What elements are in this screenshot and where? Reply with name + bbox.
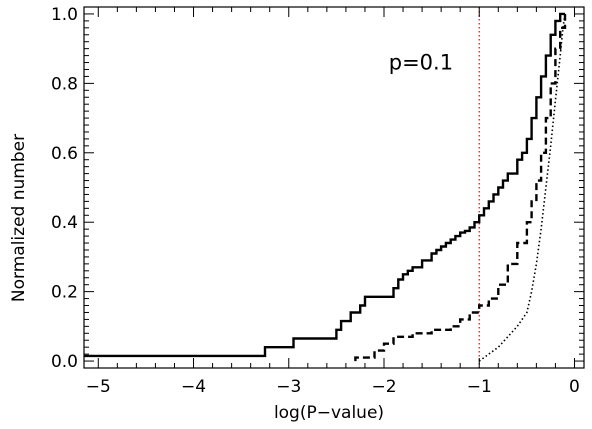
plot-frame — [83, 6, 585, 369]
x-axis-label: log(P−value) — [274, 403, 384, 423]
x-tick-label: −2 — [371, 377, 396, 397]
y-tick-label: 1.0 — [51, 5, 78, 25]
series-line-dashed — [354, 13, 567, 362]
series-line-solid — [84, 12, 565, 358]
y-tick-label: 0.6 — [51, 144, 78, 164]
y-axis-label: Normalized number — [9, 134, 29, 302]
y-tick-label: 0.4 — [51, 213, 78, 233]
x-tick-label: −4 — [181, 377, 206, 397]
x-tick-label: −3 — [276, 377, 301, 397]
series-line-dotted — [478, 13, 566, 362]
y-tick-label: 0.8 — [51, 74, 78, 94]
x-tick-label: −1 — [467, 377, 492, 397]
annotation-p-value: p=0.1 — [389, 50, 453, 74]
x-tick-label: 0 — [569, 377, 580, 397]
x-tick-label: −5 — [86, 377, 111, 397]
y-tick-label: 0.0 — [51, 352, 78, 372]
y-tick-label: 0.2 — [51, 283, 78, 303]
